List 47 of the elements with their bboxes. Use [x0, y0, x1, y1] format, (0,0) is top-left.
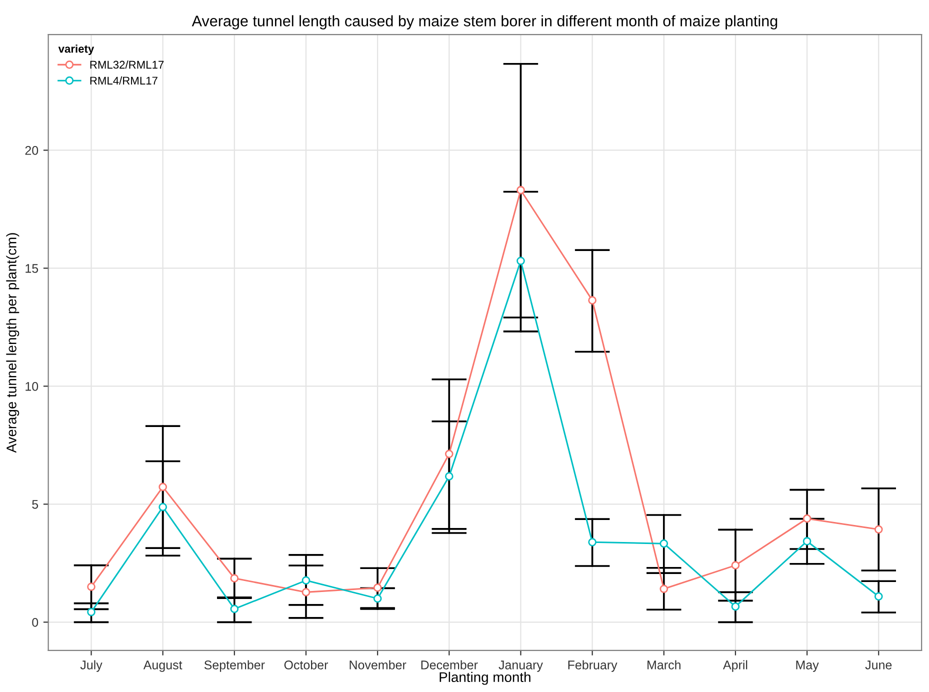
- point: [158, 502, 167, 512]
- x-tick-label: October: [284, 660, 328, 670]
- point: [373, 584, 382, 592]
- x-tick-label: May: [796, 660, 819, 672]
- point: [373, 594, 382, 603]
- point: [302, 588, 310, 596]
- y-tick-label: 15: [26, 264, 38, 273]
- point: [302, 576, 310, 585]
- y-tick-label: 5: [32, 500, 38, 509]
- point: [588, 296, 596, 304]
- point: [802, 514, 812, 523]
- point: [516, 256, 525, 266]
- point: [802, 537, 812, 546]
- point: [516, 186, 525, 194]
- x-tick-label: December: [421, 660, 478, 670]
- point: [444, 450, 454, 458]
- point: [87, 582, 96, 591]
- x-tick-label: August: [143, 660, 182, 672]
- x-axis-title: Planting month: [440, 672, 530, 685]
- x-tick-label: March: [648, 660, 680, 670]
- point: [230, 604, 239, 614]
- x-tick-label: February: [568, 660, 618, 672]
- legend-label: RML4/RML17: [90, 76, 158, 85]
- y-tick-label: 10: [26, 382, 38, 391]
- point: [874, 592, 883, 601]
- legend-label: RML32/RML17: [90, 60, 164, 69]
- point: [230, 574, 239, 582]
- point: [731, 561, 740, 570]
- point: [87, 608, 96, 616]
- x-tick-label: January: [498, 660, 543, 672]
- point: [444, 472, 454, 480]
- point: [588, 538, 596, 546]
- x-tick-label: June: [865, 660, 892, 670]
- point: [731, 602, 740, 611]
- y-axis-title: Average tunnel length per plant(cm): [6, 233, 20, 453]
- y-tick-label: 0: [32, 618, 38, 627]
- x-tick-label: July: [80, 660, 102, 672]
- chart-title: Average tunnel length caused by maize stem borer in different month of maize planting: [192, 15, 778, 30]
- point: [660, 539, 668, 548]
- x-tick-label: September: [204, 660, 265, 672]
- legend-title: variety: [58, 44, 94, 55]
- x-tick-label: November: [350, 660, 406, 670]
- y-tick-label: 20: [25, 146, 38, 155]
- point: [874, 525, 883, 534]
- point: [158, 482, 167, 492]
- point: [660, 584, 668, 594]
- x-tick-label: April: [722, 660, 748, 672]
